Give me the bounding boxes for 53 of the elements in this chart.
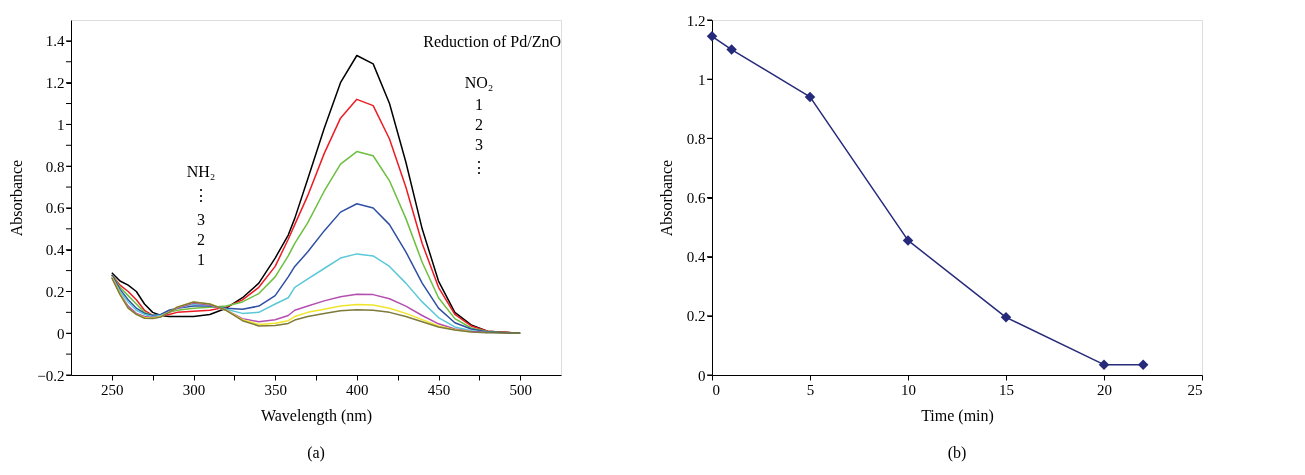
y-tick-label: 1 (57, 116, 65, 133)
y-tick-label: 0.6 (45, 200, 65, 217)
point (706, 31, 718, 42)
x-tick-label: 250 (101, 381, 124, 398)
annotation: 1 (475, 96, 483, 113)
point (726, 44, 737, 55)
point (1000, 312, 1012, 323)
x-tick-label: 400 (346, 381, 369, 398)
y-tick-label: 0 (57, 325, 65, 342)
y-tick-label: 0.8 (686, 130, 706, 147)
y-tick-label: 0.4 (45, 242, 65, 259)
y-tick-label: −0.2 (37, 367, 65, 384)
annotation: NH₂ (186, 163, 216, 180)
x-tick-label: 500 (509, 381, 532, 398)
x-tick-label: 350 (264, 381, 287, 398)
annotation: Reduction of Pd/ZnO (423, 33, 561, 50)
x-tick-label: 300 (182, 381, 206, 398)
x-tick-label: 15 (999, 381, 1014, 398)
point (1098, 359, 1110, 370)
y-tick-label: 1.2 (686, 12, 706, 29)
x-tick-label: 10 (901, 381, 916, 398)
line-series (111, 253, 489, 334)
y-tick-label: 0.4 (686, 249, 706, 266)
x-tick-label: 450 (427, 381, 451, 398)
point (1137, 359, 1149, 370)
y-tick-label: 1.4 (45, 33, 65, 50)
y-tick-label: 1 (698, 71, 706, 88)
y-axis-title: Absorbance (8, 159, 26, 237)
annotation: ⋮ (193, 187, 209, 204)
annotation: 3 (197, 211, 205, 228)
x-tick-label: 25 (1187, 381, 1203, 398)
annotation: 2 (197, 231, 205, 248)
y-tick-label: 0.6 (686, 190, 706, 206)
text: (a) (307, 444, 325, 462)
x-axis-title: Time (min) (921, 406, 994, 425)
text: (b) (947, 444, 967, 462)
y-tick-label: 0.8 (45, 158, 65, 175)
x-tick-label: 5 (806, 381, 815, 398)
y-tick-label: 0 (698, 367, 706, 384)
annotation: 1 (197, 251, 205, 268)
x-tick-label: 0 (712, 381, 720, 398)
annotation: NO₂ (464, 74, 494, 91)
point (804, 91, 816, 103)
y-tick-label: 0.2 (686, 308, 706, 325)
x-axis-title: Wavelength (nm) (260, 406, 373, 425)
annotation: 3 (475, 136, 483, 153)
y-tick-label: 0.2 (45, 283, 65, 300)
x-tick-label: 20 (1097, 381, 1112, 398)
y-tick-label: 1.2 (45, 75, 65, 92)
point (902, 235, 914, 246)
y-axis-title: Absorbance (657, 159, 675, 237)
annotation: ⋮ (471, 159, 487, 176)
annotation: 2 (475, 116, 483, 133)
